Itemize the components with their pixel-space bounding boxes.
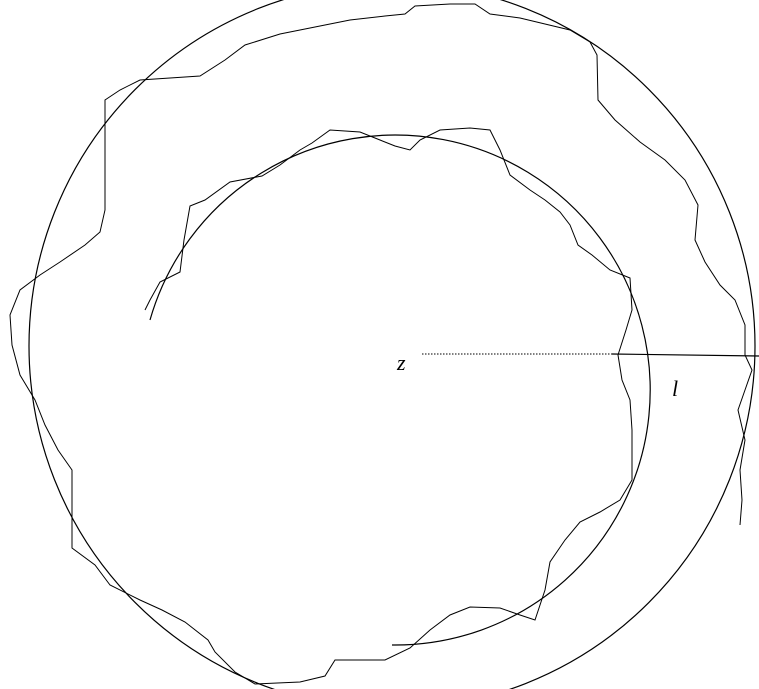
jagged-path <box>9 3 753 685</box>
outer-circle <box>28 0 756 689</box>
length-label: l <box>672 376 678 401</box>
radius-solid <box>611 353 759 357</box>
center-label: z <box>396 350 406 375</box>
inner-arc <box>149 134 651 646</box>
